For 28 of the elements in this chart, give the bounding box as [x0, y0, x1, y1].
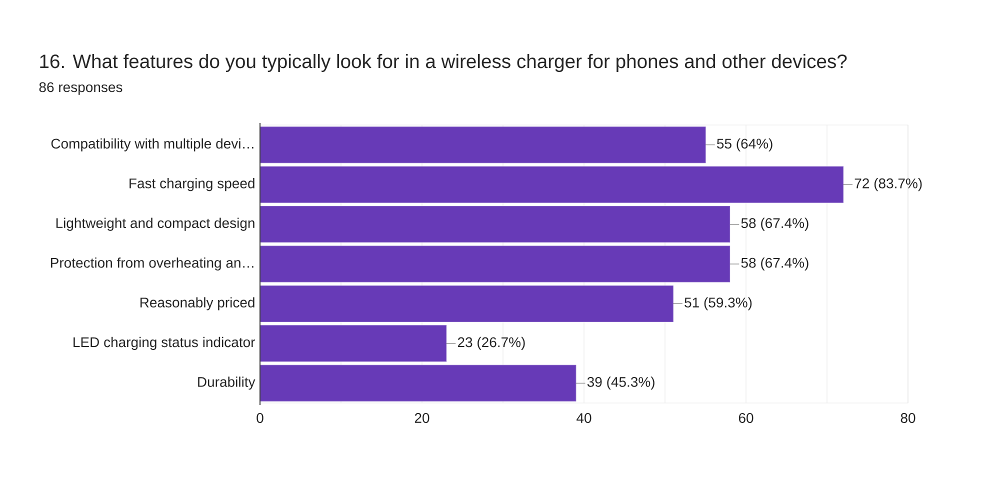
x-tick-label: 20	[414, 413, 430, 423]
y-tick-label: Protection from overheating an…	[51, 257, 254, 271]
y-tick-label: Durability	[198, 376, 256, 390]
y-tick-label: Fast charging speed	[130, 178, 254, 192]
y-tick-label: Lightweight and compact design	[56, 218, 254, 231]
y-tick-label: Compatibility with multiple devi…	[51, 138, 254, 152]
data-label: 55 (64%)	[717, 138, 772, 152]
x-tick-label: 80	[900, 413, 916, 423]
data-label: 23 (26.7%)	[458, 336, 525, 350]
chart-title: 16. What features do you typically look for in a wireless charger for phones and other devices?	[40, 54, 847, 72]
x-tick-label: 0	[256, 413, 264, 423]
bar	[260, 285, 674, 322]
text: 86 responses	[39, 82, 122, 95]
bar	[260, 325, 447, 362]
bar	[260, 364, 576, 402]
data-label: 72 (83.7%)	[854, 178, 922, 192]
data-label: 58 (67.4%)	[741, 257, 808, 271]
data-label: 58 (67.4%)	[741, 218, 808, 231]
bar	[260, 246, 730, 282]
y-tick-label: Reasonably priced	[140, 297, 254, 310]
bar	[260, 166, 844, 203]
data-label: 39 (45.3%)	[587, 376, 654, 390]
y-tick-label: LED charging status indicator	[74, 336, 256, 350]
x-tick-label: 40	[576, 413, 592, 423]
data-label: 51 (59.3%)	[684, 297, 752, 310]
bar	[260, 126, 706, 164]
x-tick-label: 60	[738, 413, 754, 423]
bar	[260, 206, 730, 243]
